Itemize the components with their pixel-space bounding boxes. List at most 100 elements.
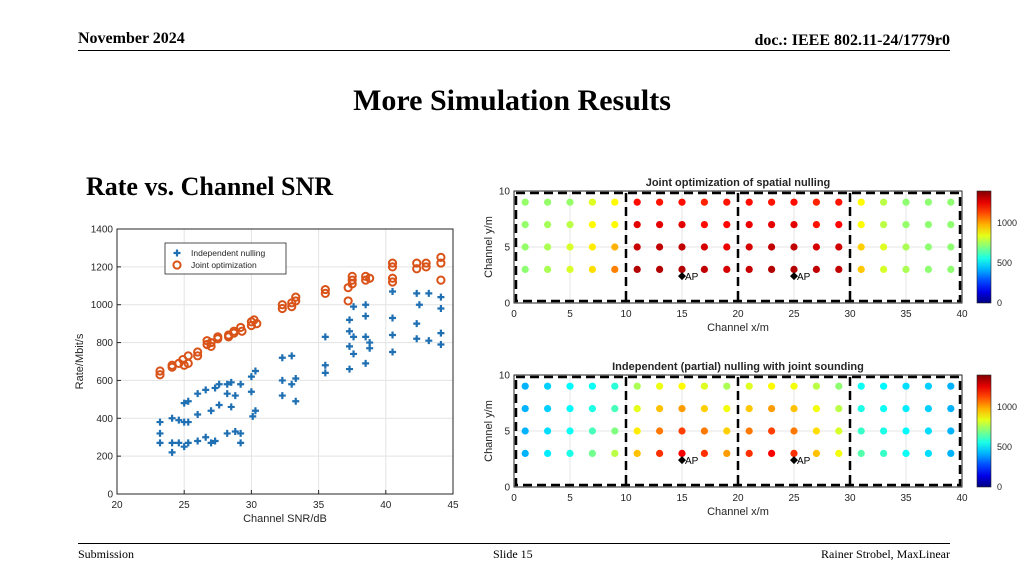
heat-cell-dot — [924, 382, 933, 390]
heat-cell-dot — [656, 405, 664, 413]
data-point-plus — [321, 361, 329, 369]
heat-cell-dot — [880, 382, 888, 390]
data-point-circle — [155, 366, 165, 376]
access-point-marker — [790, 272, 798, 281]
heat-cell-dot — [924, 427, 933, 435]
heat-cell-dot — [588, 427, 597, 435]
data-point-circle — [155, 370, 165, 380]
data-point-plus — [156, 418, 164, 426]
data-point-plus — [278, 392, 286, 400]
heat-cell-dot — [790, 427, 798, 435]
heat-cell-dot — [790, 221, 798, 229]
access-point-marker — [678, 272, 686, 281]
heat-cell-dot — [835, 382, 843, 390]
heat-cell-dot — [768, 243, 776, 251]
heat-cell-dot — [700, 449, 709, 457]
x-tick-label: 15 — [676, 309, 688, 320]
heat-cell-dot — [857, 243, 865, 251]
footer-author: Rainer Strobel, MaxLinear — [821, 547, 950, 561]
data-point-plus — [415, 301, 423, 309]
data-point-plus — [292, 375, 300, 383]
data-point-circle — [421, 262, 431, 272]
heat-cell-dot — [611, 382, 619, 390]
heat-cell-dot — [947, 449, 955, 457]
heat-cell-dot — [947, 243, 955, 251]
heat-cell-dot — [723, 265, 731, 273]
heat-cell-dot — [902, 405, 910, 413]
data-point-plus — [437, 340, 445, 348]
heat-cell-dot — [633, 382, 641, 390]
x-tick-label: 25 — [179, 500, 191, 511]
data-point-circle — [213, 334, 223, 344]
data-point-plus — [425, 337, 433, 345]
data-point-plus — [288, 380, 296, 388]
heat-cell-dot — [812, 427, 821, 435]
heat-cell-dot — [521, 382, 529, 390]
heat-cell-dot — [790, 243, 798, 251]
heat-cell-dot — [611, 449, 619, 457]
heat-cell-dot — [768, 449, 776, 457]
data-point-plus — [413, 335, 421, 343]
heat-cell-dot — [678, 243, 686, 251]
heat-cell-dot — [924, 221, 933, 229]
data-point-circle — [193, 347, 203, 357]
y-axis-label: Rate/Mbit/s — [74, 333, 86, 389]
heat-cell-dot — [745, 405, 753, 413]
data-point-plus — [278, 376, 286, 384]
heat-cell-dot — [566, 382, 574, 390]
slide-title: More Simulation Results — [353, 84, 671, 117]
heat-cell-dot — [566, 449, 574, 457]
data-point-plus — [346, 365, 354, 373]
heat-cell-dot — [857, 382, 865, 390]
data-point-circle — [206, 341, 216, 351]
heat-cell-dot — [857, 449, 865, 457]
data-point-plus — [425, 289, 433, 297]
legend-entry: Independent nulling — [191, 248, 265, 258]
y-tick-label: 600 — [96, 376, 113, 387]
heat-cell-dot — [633, 449, 641, 457]
heat-cell-dot — [521, 427, 529, 435]
data-point-plus — [350, 303, 358, 311]
series-joint-optimization — [155, 252, 446, 380]
heat-cell-dot — [812, 243, 821, 251]
data-point-plus — [175, 416, 183, 424]
x-tick-label: 25 — [788, 493, 800, 504]
x-tick-label: 5 — [567, 493, 573, 504]
heat-cell-dot — [521, 221, 529, 229]
joint-nulling-heatmap: Joint optimization of spatial nulling 0 5 1… — [483, 177, 1017, 334]
data-point-plus — [207, 407, 215, 415]
data-point-circle — [387, 262, 398, 272]
access-point-label: AP — [797, 456, 811, 467]
heat-cell-dot — [902, 198, 910, 206]
heat-cell-dot — [633, 243, 641, 251]
x-tick-label: 0 — [511, 493, 517, 504]
heat-cell-dot — [902, 449, 910, 457]
heat-cell-dot — [812, 265, 821, 273]
data-point-plus — [437, 293, 445, 301]
heat-cell-dot — [768, 405, 776, 413]
heat-cell-dot — [947, 198, 955, 206]
heat-cell-dot — [790, 405, 798, 413]
heat-cell-dot — [857, 427, 865, 435]
data-point-circle — [436, 275, 446, 285]
y-axis-label: Channel y/m — [483, 216, 495, 278]
heat-cell-dot — [656, 449, 664, 457]
x-tick-label: 5 — [567, 309, 573, 320]
heat-cell-dot — [857, 198, 865, 206]
data-point-circle — [237, 326, 247, 336]
data-point-plus — [231, 428, 239, 436]
x-tick-label: 10 — [620, 309, 632, 320]
room-boundary — [514, 191, 962, 303]
heat-cell-dot — [835, 221, 843, 229]
heat-cell-dot — [745, 198, 753, 206]
heat-cell-dot — [947, 221, 955, 229]
x-tick-label: 35 — [313, 500, 325, 511]
heat-cell-dot — [924, 449, 933, 457]
data-point-plus — [168, 414, 176, 422]
heatmap-title: Independent (partial) nulling with joint… — [612, 361, 864, 373]
colorbar-tick-label: 1000 — [997, 402, 1017, 412]
series-independent-nulling — [156, 287, 445, 456]
colorbar — [976, 374, 992, 488]
heat-cell-dot — [812, 198, 821, 206]
data-point-plus — [211, 437, 219, 445]
